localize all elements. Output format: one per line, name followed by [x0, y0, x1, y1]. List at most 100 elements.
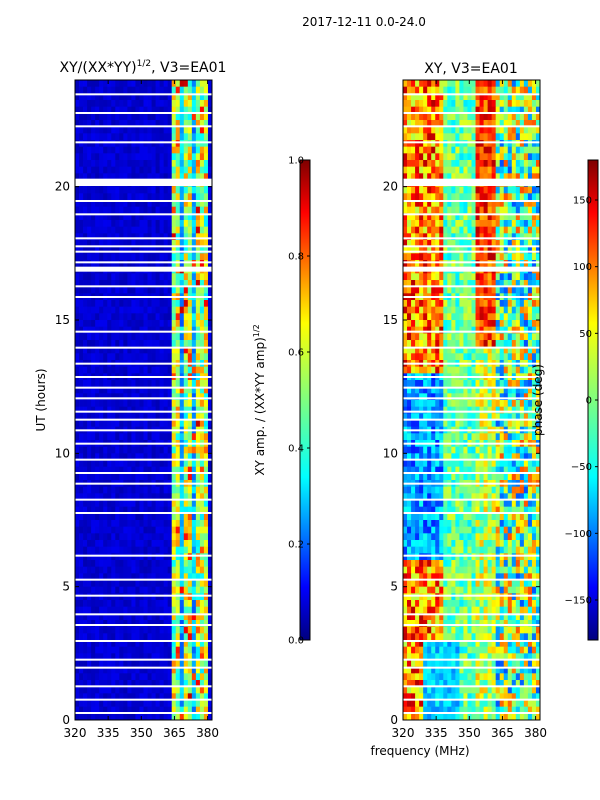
phase-cell	[475, 120, 480, 128]
amp-cell	[163, 620, 169, 628]
phase-cell	[435, 120, 440, 128]
phase-cell	[411, 106, 416, 114]
amp-cell	[135, 313, 140, 321]
phase-cell	[535, 206, 541, 214]
amp-cell	[167, 386, 173, 394]
phase-cell	[403, 100, 408, 108]
amp-cell	[79, 140, 84, 148]
amp-cell	[147, 620, 152, 628]
phase-cell	[459, 326, 464, 334]
amp-cell	[115, 106, 120, 114]
amp-cell	[155, 646, 161, 654]
phase-cell	[439, 333, 444, 341]
amp-cell	[183, 460, 189, 468]
amp-cell	[207, 506, 213, 514]
amp-cell	[119, 493, 124, 501]
amp-cell	[135, 566, 140, 574]
phase-cell	[535, 106, 541, 114]
amp-cell	[107, 206, 112, 214]
phase-cell	[439, 213, 444, 221]
phase-cell	[455, 93, 460, 101]
amp-cell	[87, 420, 92, 428]
phase-cell	[515, 353, 521, 361]
amp-cell	[119, 620, 124, 628]
amp-cell	[147, 706, 152, 714]
amp-cell	[199, 433, 205, 441]
amp-cell	[119, 260, 124, 268]
phase-cell	[487, 193, 493, 201]
phase-cell	[475, 273, 480, 281]
amp-cell	[203, 546, 209, 554]
amp-cell	[119, 186, 124, 194]
amp-cell	[171, 193, 177, 201]
phase-cell	[411, 140, 416, 148]
amp-cell	[143, 626, 148, 634]
amp-cell	[87, 540, 92, 548]
amp-cell	[131, 200, 136, 208]
amp-cell	[155, 133, 161, 141]
amp-cell	[111, 593, 116, 601]
amp-cell	[175, 366, 181, 374]
phase-cell	[487, 253, 493, 261]
phase-cell	[435, 100, 440, 108]
amp-cell	[155, 93, 161, 101]
amp-cell	[163, 113, 169, 121]
amp-cell	[195, 120, 201, 128]
amp-cell	[75, 666, 80, 674]
amp-cell	[199, 546, 205, 554]
phase-cell	[419, 220, 424, 228]
amp-cell	[147, 646, 152, 654]
amp-cell	[99, 226, 104, 234]
amp-cell	[207, 200, 213, 208]
amp-cell	[167, 113, 173, 121]
amp-cell	[163, 146, 169, 154]
amp-cell	[155, 386, 161, 394]
phase-cell	[523, 380, 529, 388]
amp-cell	[203, 120, 209, 128]
phase-cell	[447, 213, 452, 221]
amp-cell	[147, 206, 152, 214]
amp-cell	[203, 273, 209, 281]
amp-cell	[183, 366, 189, 374]
amp-cell	[207, 120, 213, 128]
amp-cell	[103, 413, 108, 421]
amp-cell	[159, 133, 165, 141]
phase-cell	[519, 220, 525, 228]
amp-cell	[107, 186, 112, 194]
amp-cell	[87, 326, 92, 334]
amp-cell	[79, 560, 84, 568]
phase-cell	[511, 166, 517, 174]
amp-cell	[171, 406, 177, 414]
amp-cell	[179, 380, 185, 388]
amp-cell	[115, 153, 120, 161]
amp-cell	[79, 206, 84, 214]
amp-cell	[139, 633, 144, 641]
amp-cell	[135, 580, 140, 588]
amp-cell	[79, 446, 84, 454]
amp-cell	[107, 606, 112, 614]
phase-cell	[403, 353, 408, 361]
amp-cell	[131, 213, 136, 221]
phase-cell	[463, 340, 468, 348]
phase-cell	[415, 260, 420, 268]
amp-cell	[207, 320, 213, 328]
amp-colorbar-tick-label: 0.6	[288, 348, 304, 359]
amp-cell	[131, 680, 136, 688]
amp-cell	[195, 86, 201, 94]
amp-cell	[135, 526, 140, 534]
phase-cell	[403, 133, 408, 141]
amp-cell	[155, 540, 161, 548]
phase-cell	[527, 80, 533, 88]
amp-cell	[171, 253, 177, 261]
phase-cell	[411, 126, 416, 134]
phase-cell	[495, 286, 501, 294]
amp-cell	[203, 140, 209, 148]
amp-cell	[143, 560, 148, 568]
amp-cell	[143, 340, 148, 348]
phase-cell	[467, 253, 472, 261]
amp-cell	[111, 400, 116, 408]
amp-cell	[115, 300, 120, 308]
phase-cell	[407, 213, 412, 221]
amp-cell	[111, 646, 116, 654]
amp-cell	[151, 220, 156, 228]
